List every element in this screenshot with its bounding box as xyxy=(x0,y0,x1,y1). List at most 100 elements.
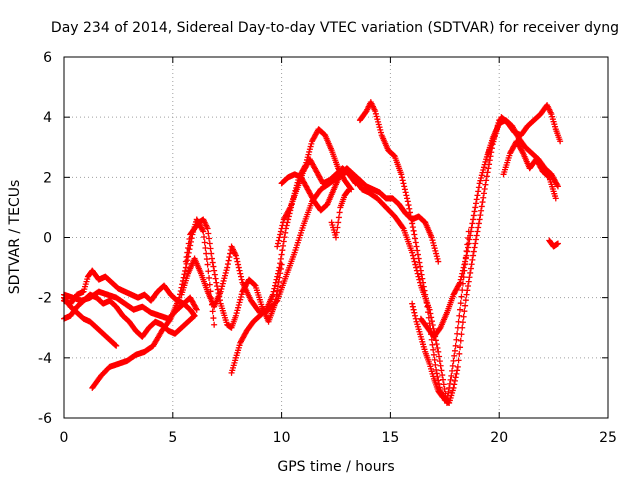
data-point xyxy=(462,302,469,309)
data-point xyxy=(272,279,279,286)
data-point xyxy=(460,264,467,271)
data-point xyxy=(424,303,431,310)
data-point xyxy=(405,202,412,209)
data-point xyxy=(457,276,464,283)
data-point xyxy=(459,270,466,277)
data-point xyxy=(449,367,456,374)
data-point xyxy=(305,151,312,158)
data-point xyxy=(404,195,411,202)
data-point xyxy=(465,278,472,285)
data-point xyxy=(400,180,407,187)
data-point xyxy=(519,148,526,155)
data-point xyxy=(203,250,210,257)
data-point xyxy=(478,207,485,214)
data-point xyxy=(485,165,492,172)
data-point xyxy=(411,231,418,238)
data-point xyxy=(280,238,287,245)
data-point xyxy=(429,237,436,244)
data-point xyxy=(234,258,241,265)
data-point xyxy=(430,242,437,249)
data-point xyxy=(274,283,281,290)
data-point xyxy=(272,282,279,289)
data-point xyxy=(235,264,242,271)
data-point xyxy=(375,118,382,125)
data-point xyxy=(465,240,472,247)
data-point xyxy=(251,281,258,288)
data-point xyxy=(464,248,471,255)
data-point xyxy=(282,229,289,236)
data-point xyxy=(435,348,442,355)
data-point xyxy=(458,273,465,280)
data-point xyxy=(410,227,417,234)
data-point xyxy=(469,220,476,227)
data-point xyxy=(176,294,183,301)
data-point xyxy=(425,309,432,316)
data-point xyxy=(227,250,234,257)
data-point xyxy=(418,271,425,278)
data-point xyxy=(412,315,419,322)
data-point xyxy=(224,261,231,268)
data-point xyxy=(443,396,450,403)
data-point xyxy=(406,209,413,216)
data-point xyxy=(454,324,461,331)
data-point xyxy=(269,291,276,298)
data-point xyxy=(403,192,410,199)
data-point xyxy=(463,252,470,259)
data-point xyxy=(233,310,240,317)
data-point xyxy=(479,169,486,176)
data-point xyxy=(451,347,458,354)
data-point xyxy=(436,358,443,365)
data-point xyxy=(472,240,479,247)
data-point xyxy=(433,250,440,257)
data-point xyxy=(235,302,242,309)
series-arc-k xyxy=(328,186,353,241)
data-point xyxy=(225,257,232,264)
data-point xyxy=(409,224,416,231)
data-point xyxy=(554,240,561,247)
data-point xyxy=(276,234,283,241)
x-tick-label: 10 xyxy=(273,430,291,446)
data-point xyxy=(428,234,435,241)
data-point xyxy=(275,267,282,274)
series-arc-p xyxy=(500,138,559,202)
data-point xyxy=(472,204,479,211)
data-point xyxy=(416,259,423,266)
data-point xyxy=(466,236,473,243)
data-point xyxy=(483,173,490,180)
data-point xyxy=(450,357,457,364)
data-point xyxy=(468,224,475,231)
data-point xyxy=(271,285,278,292)
data-point xyxy=(417,267,424,274)
data-point xyxy=(456,312,463,319)
series-arc-a xyxy=(61,267,198,319)
data-point xyxy=(182,258,189,265)
data-point xyxy=(409,303,416,310)
data-point xyxy=(463,291,470,298)
data-point xyxy=(113,342,120,349)
data-point xyxy=(183,254,190,261)
data-point xyxy=(430,351,437,358)
data-point xyxy=(221,275,228,282)
data-point xyxy=(480,194,487,201)
data-point xyxy=(398,171,405,178)
y-tick-label: -6 xyxy=(38,411,52,427)
data-point xyxy=(280,219,287,226)
data-point xyxy=(281,234,288,241)
data-point xyxy=(467,269,474,276)
data-point xyxy=(425,314,432,321)
data-point xyxy=(210,315,217,322)
data-point xyxy=(193,305,200,312)
data-point xyxy=(476,180,483,187)
data-point xyxy=(420,279,427,286)
data-point xyxy=(428,336,435,343)
data-point xyxy=(409,220,416,227)
data-point xyxy=(545,173,552,180)
data-point xyxy=(478,175,485,182)
data-point xyxy=(211,271,218,278)
data-point xyxy=(202,245,209,252)
data-point xyxy=(273,298,280,305)
data-point xyxy=(451,377,458,384)
data-point xyxy=(422,291,429,298)
data-point xyxy=(423,299,430,306)
y-tick-label: -2 xyxy=(38,291,52,307)
